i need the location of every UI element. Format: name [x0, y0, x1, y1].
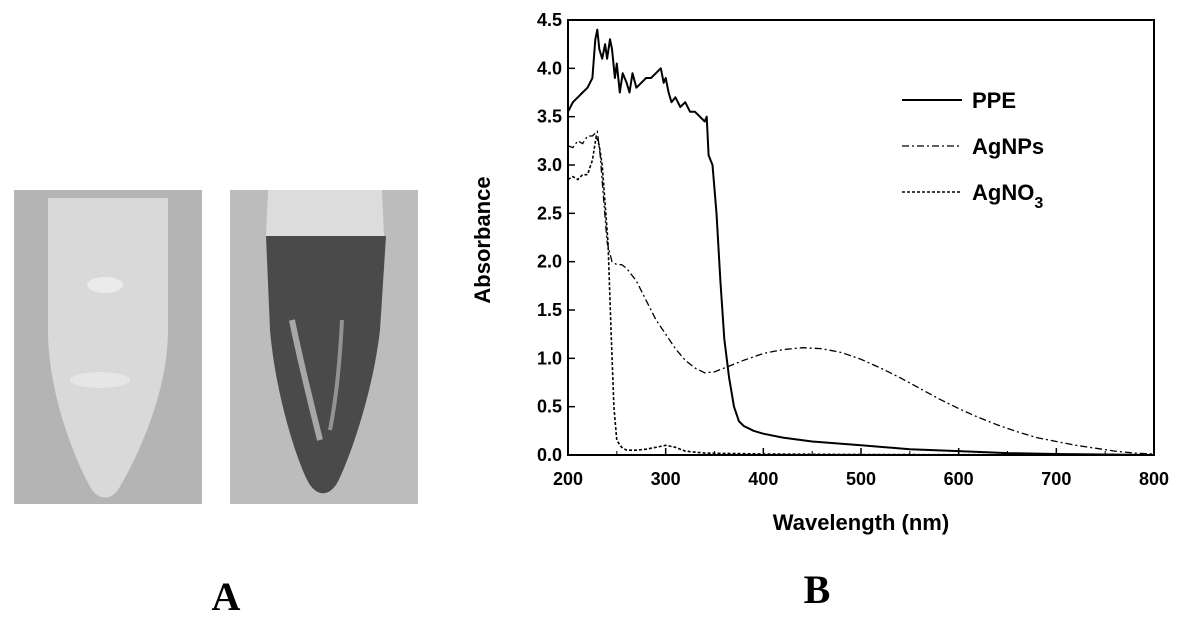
- y-tick-label: 1.0: [537, 348, 562, 368]
- legend-label-ppe: PPE: [972, 88, 1016, 113]
- photo-panel: A: [14, 190, 418, 619]
- x-tick-labels: 200 300 400 500 600 700 800: [553, 469, 1169, 489]
- y-tick-label: 2.0: [537, 252, 562, 272]
- y-tick-labels: 0.0 0.5 1.0 1.5 2.0 2.5 3.0 3.5 4.0 4.5: [537, 10, 562, 465]
- y-tick-label: 0.0: [537, 445, 562, 465]
- panel-b-label: B: [804, 567, 831, 612]
- y-tick-label: 3.5: [537, 107, 562, 127]
- y-tick-label: 3.0: [537, 155, 562, 175]
- tube-left-highlight: [70, 372, 130, 388]
- series-line-agnps: [567, 130, 1155, 455]
- tube-left-liquid: [48, 198, 168, 498]
- y-tick-label: 2.5: [537, 203, 562, 223]
- x-tick-label: 500: [846, 469, 876, 489]
- series-layer: [567, 28, 1155, 456]
- x-tick-label: 300: [651, 469, 681, 489]
- y-tick-label: 4.5: [537, 10, 562, 30]
- legend-label-agno3: AgNO3: [972, 180, 1043, 212]
- axis-ticks: [567, 19, 1155, 456]
- legend: PPE AgNPs AgNO3: [902, 88, 1044, 212]
- series-line-agno3: [567, 135, 1155, 456]
- series-line-ppe: [567, 28, 1155, 456]
- x-tick-label: 800: [1139, 469, 1169, 489]
- legend-label-agno3-base: AgNO: [972, 180, 1034, 205]
- legend-label-agno3-subscript: 3: [1034, 195, 1043, 212]
- y-tick-label: 4.0: [537, 58, 562, 78]
- y-tick-label: 1.5: [537, 300, 562, 320]
- y-tick-label: 0.5: [537, 397, 562, 417]
- tube-right-highlight: [289, 319, 323, 441]
- y-axis-title: Absorbance: [470, 176, 495, 303]
- x-tick-label: 400: [748, 469, 778, 489]
- tube-left-highlight: [87, 277, 123, 293]
- x-tick-label: 700: [1041, 469, 1071, 489]
- x-tick-label: 600: [944, 469, 974, 489]
- tube-right-liquid: [266, 236, 386, 494]
- plot-frame: [567, 19, 1155, 456]
- legend-label-agnps: AgNPs: [972, 134, 1044, 159]
- tube-right-cap: [266, 190, 384, 236]
- tube-right-highlight: [328, 319, 344, 431]
- panel-a-label: A: [212, 574, 241, 619]
- x-tick-label: 200: [553, 469, 583, 489]
- x-axis-title: Wavelength (nm): [773, 510, 949, 535]
- chart-panel: 200 300 400 500 600 700 800 0.0 0.5 1.0 1.5 2.0 2.5…: [470, 10, 1169, 612]
